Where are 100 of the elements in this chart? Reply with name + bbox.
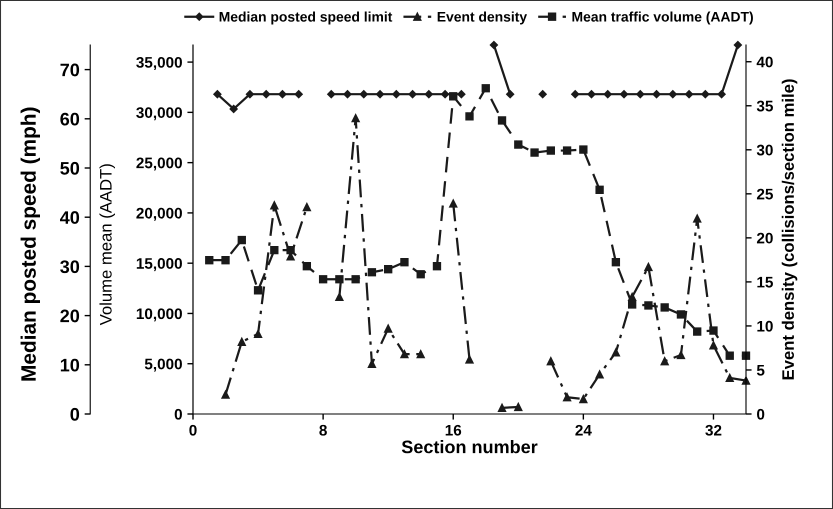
point	[579, 394, 588, 404]
point	[351, 114, 360, 122]
point	[595, 370, 604, 379]
point	[676, 350, 686, 360]
point	[636, 90, 644, 98]
point	[221, 390, 230, 399]
point	[644, 262, 653, 272]
point	[432, 262, 442, 270]
point	[213, 90, 222, 98]
point	[693, 327, 702, 336]
y3-tick-label: 20	[60, 310, 80, 322]
point	[684, 90, 694, 98]
y-tick-label: 25,000	[136, 158, 182, 171]
point	[465, 355, 474, 364]
y3-tick-label: 70	[60, 64, 80, 76]
point	[440, 90, 450, 98]
y2-tick-label: 20	[756, 232, 773, 244]
point	[368, 360, 376, 368]
point	[482, 84, 490, 92]
point	[302, 262, 312, 270]
point	[400, 350, 409, 358]
point	[546, 146, 555, 155]
point	[230, 104, 238, 114]
point	[270, 246, 278, 254]
y3-axis-title: Median posted speed (mph)	[20, 108, 40, 381]
point	[343, 90, 352, 98]
point	[628, 292, 636, 302]
y3-tick-label: 30	[60, 260, 80, 274]
point	[238, 236, 246, 244]
point	[604, 90, 612, 98]
point	[644, 301, 653, 310]
point	[360, 90, 368, 98]
point	[270, 201, 278, 210]
point	[538, 90, 547, 98]
point	[400, 258, 409, 266]
point	[668, 90, 677, 98]
y2-tick-label: 15	[757, 276, 773, 288]
point	[351, 275, 360, 284]
point	[368, 268, 376, 276]
x-tick-label: 16	[446, 424, 462, 436]
y-tick-label: 15,000	[136, 258, 182, 272]
point	[709, 341, 718, 350]
point	[490, 40, 498, 50]
point	[726, 352, 734, 360]
point	[660, 356, 669, 366]
point	[726, 374, 734, 382]
y-tick-label: 20,000	[136, 208, 182, 221]
legend-label: Mean traffic volume (AADT)	[572, 11, 753, 24]
point	[498, 116, 506, 125]
y2-axis-title: Event density (collisions/section mile)	[782, 79, 798, 380]
point	[717, 90, 726, 98]
point	[335, 292, 344, 302]
point	[612, 258, 620, 266]
point	[562, 146, 572, 155]
y2-tick-label: 0	[757, 408, 764, 420]
y-tick-label: 5,000	[144, 358, 182, 372]
point	[579, 145, 588, 154]
point	[262, 90, 270, 98]
x-tick-label: 0	[189, 424, 197, 436]
x-tick-label: 32	[705, 424, 722, 436]
y2-tick-label: 10	[757, 320, 773, 332]
point	[254, 330, 262, 338]
point	[676, 310, 686, 319]
point	[238, 338, 246, 346]
point	[457, 90, 466, 98]
point	[546, 356, 555, 366]
y3-tick-label: 60	[60, 112, 80, 126]
y2-tick-label: 40	[756, 56, 773, 68]
point	[571, 90, 580, 98]
y2-tick-label: 30	[756, 144, 773, 156]
legend-label: Median posted speed limit	[220, 11, 392, 24]
point	[221, 256, 230, 264]
point	[424, 90, 433, 98]
y3-tick-label: 10	[60, 358, 80, 372]
point	[514, 402, 522, 412]
y3-tick-label: 0	[70, 408, 80, 421]
point	[416, 350, 425, 358]
y2-tick-label: 35	[756, 100, 773, 112]
point	[246, 90, 254, 98]
point	[612, 348, 620, 357]
x-tick-label: 8	[319, 424, 327, 436]
y-axis-title: Volume mean (AADT)	[99, 164, 115, 326]
point	[620, 90, 628, 98]
point	[294, 90, 303, 98]
point	[254, 286, 262, 294]
y3-tick-label: 50	[60, 162, 80, 175]
point	[693, 214, 702, 223]
point	[327, 90, 336, 98]
y-tick-label: 0	[174, 408, 182, 420]
point	[416, 270, 425, 278]
point	[302, 202, 312, 212]
y-tick-label: 30,000	[136, 107, 182, 120]
y-tick-label: 35,000	[136, 56, 182, 70]
x-axis-title: Section number	[402, 440, 538, 454]
point	[734, 40, 742, 50]
point	[652, 90, 661, 98]
point	[465, 112, 474, 121]
y3-tick-label: 40	[60, 211, 80, 224]
y2-tick-label: 5	[756, 364, 764, 376]
point	[318, 275, 328, 284]
